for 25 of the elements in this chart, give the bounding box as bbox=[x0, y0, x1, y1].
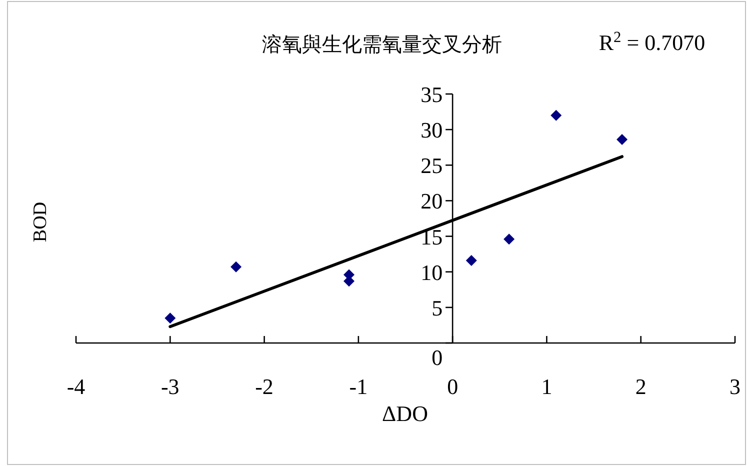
x-tick-label: -4 bbox=[66, 374, 86, 399]
x-tick-label: 1 bbox=[541, 374, 552, 399]
chart-title: 溶氧與生化需氧量交叉分析 bbox=[262, 34, 502, 56]
text: R$^{2}$ = 0.7070 bbox=[598, 28, 706, 55]
x-tick-label: 2 bbox=[635, 374, 646, 399]
x-tick-label: -2 bbox=[255, 374, 274, 399]
x-tick-label: -3 bbox=[160, 374, 180, 399]
point bbox=[616, 134, 628, 146]
y-tick-label: 0 bbox=[432, 345, 443, 370]
y-tick-label: 30 bbox=[420, 118, 443, 143]
x-tick-label: 3 bbox=[730, 374, 740, 399]
y-tick-label: 20 bbox=[420, 188, 443, 214]
point bbox=[550, 110, 562, 121]
point bbox=[230, 261, 242, 272]
x-axis-title: ΔDO bbox=[382, 401, 428, 426]
y-tick-label: 10 bbox=[420, 260, 443, 285]
point bbox=[504, 234, 515, 245]
y-tick-label: 35 bbox=[420, 82, 443, 107]
point bbox=[164, 312, 176, 324]
y-tick-label: 25 bbox=[420, 153, 443, 178]
x-tick-label: 0 bbox=[447, 374, 458, 399]
y-axis-title: BOD bbox=[30, 202, 51, 242]
y-tick-label: 5 bbox=[432, 295, 443, 320]
x-tick-label: -1 bbox=[349, 374, 368, 399]
point bbox=[466, 254, 477, 266]
